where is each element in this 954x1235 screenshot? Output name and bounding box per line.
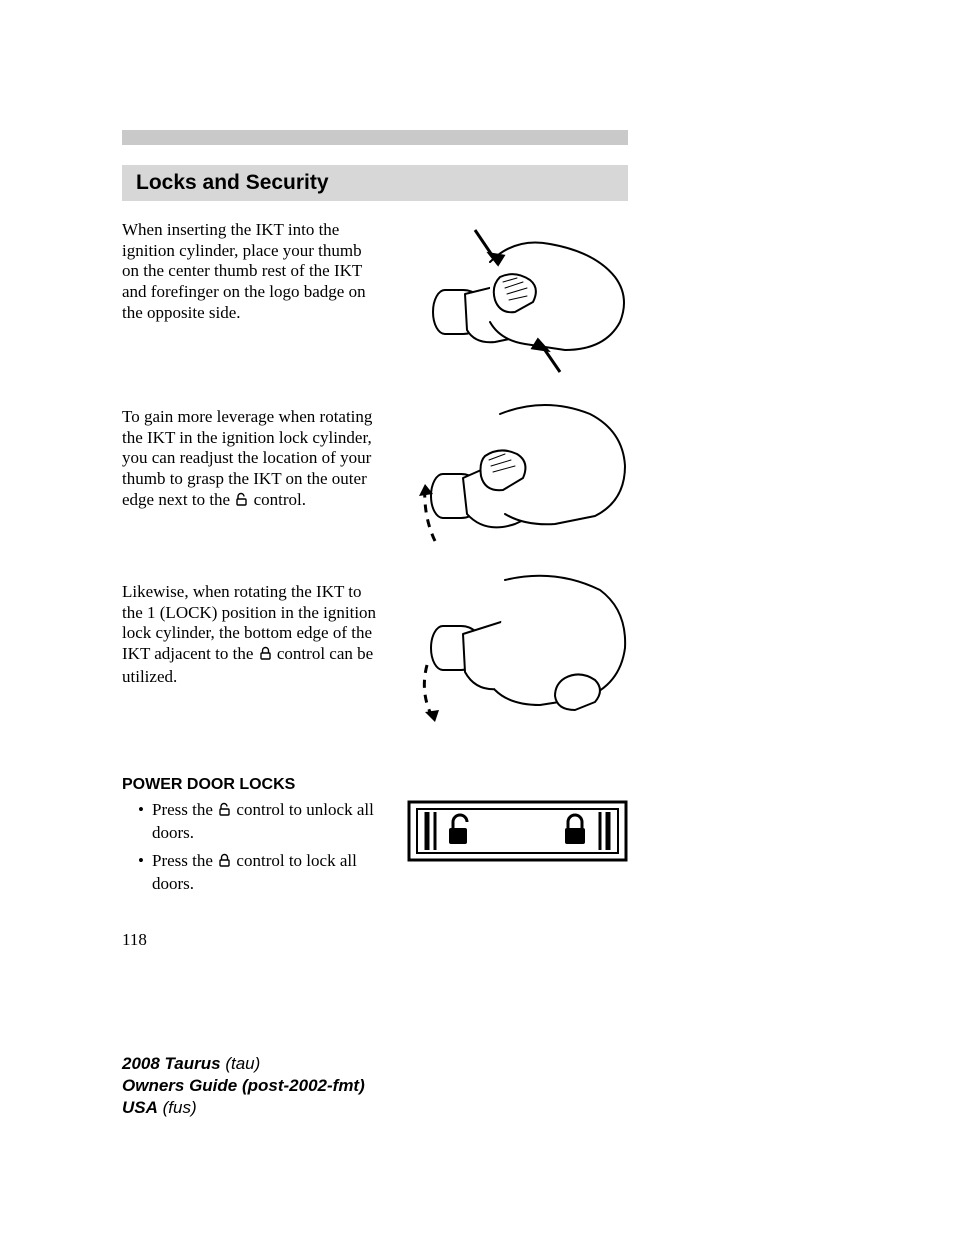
lock-icon bbox=[258, 646, 273, 667]
figure-rotate-cw bbox=[405, 570, 630, 740]
footer-block: 2008 Taurus (tau) Owners Guide (post-200… bbox=[122, 1053, 365, 1118]
unlock-icon bbox=[217, 802, 232, 823]
subheading-power-door-locks: POWER DOOR LOCKS bbox=[122, 776, 295, 794]
bullet-unlock: Press the control to unlock all doors. bbox=[138, 800, 382, 843]
footer-region: USA bbox=[122, 1098, 158, 1117]
footer-guide: Owners Guide (post-2002-fmt) bbox=[122, 1076, 365, 1095]
paragraph-lock-position: Likewise, when rotating the IKT to the 1… bbox=[122, 582, 382, 688]
section-title: Locks and Security bbox=[136, 171, 329, 194]
paragraph-leverage: To gain more leverage when rotating the … bbox=[122, 407, 382, 513]
footer-region-line: USA (fus) bbox=[122, 1097, 365, 1119]
figure-insert-ikt bbox=[405, 222, 630, 377]
footer-guide-line: Owners Guide (post-2002-fmt) bbox=[122, 1075, 365, 1097]
bullet-lock: Press the control to lock all doors. bbox=[138, 851, 382, 894]
unlock-icon bbox=[234, 492, 249, 513]
footer-model-tail: (tau) bbox=[221, 1054, 261, 1073]
figure-rotate-ccw bbox=[405, 396, 630, 556]
p2-text-b: control. bbox=[249, 490, 306, 509]
top-accent-bar bbox=[122, 130, 628, 145]
bullet-list: Press the control to unlock all doors. P… bbox=[138, 800, 382, 903]
figure-lock-switch-panel bbox=[405, 796, 630, 866]
b2-text-a: Press the bbox=[152, 851, 217, 870]
footer-model: 2008 Taurus bbox=[122, 1054, 221, 1073]
b1-text-a: Press the bbox=[152, 800, 217, 819]
lock-icon bbox=[217, 853, 232, 874]
footer-model-line: 2008 Taurus (tau) bbox=[122, 1053, 365, 1075]
page-number: 118 bbox=[122, 930, 147, 950]
section-header: Locks and Security bbox=[122, 165, 628, 201]
paragraph-insert-ikt: When inserting the IKT into the ignition… bbox=[122, 220, 382, 324]
footer-region-tail: (fus) bbox=[158, 1098, 197, 1117]
